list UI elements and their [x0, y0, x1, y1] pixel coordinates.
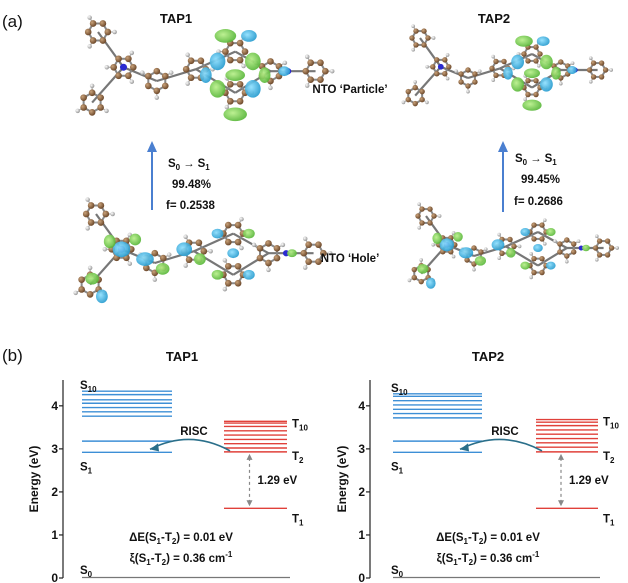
risc-arrowhead-icon — [460, 443, 469, 452]
tap2-arrowhead-icon — [498, 141, 508, 152]
y-tick-label: 0 — [51, 571, 58, 583]
t1-label: T1 — [603, 513, 615, 527]
y-tick-label: 2 — [358, 485, 365, 499]
gap-arrowhead-icon — [246, 453, 253, 460]
risc-label: RISC — [491, 426, 518, 438]
t1-label: T1 — [292, 513, 304, 527]
panel-a-title-tap1: TAP1 — [160, 11, 192, 26]
y-tick-label: 0 — [358, 571, 365, 583]
gap-arrowhead-icon — [558, 453, 564, 460]
y-tick-label: 4 — [358, 399, 365, 413]
tap2-transition-text: S0 → S1 — [515, 153, 557, 167]
nto-hole-label: NTO ‘Hole’ — [321, 253, 380, 265]
tap2-transition-percent: 99.45% — [521, 174, 560, 186]
panel-a-title-tap2: TAP2 — [478, 11, 510, 26]
t2-label: T2 — [603, 451, 615, 465]
y-tick-label: 1 — [51, 528, 58, 542]
tap1-particle-molecule-illustration — [75, 15, 335, 122]
tap1-hole-molecule-illustration — [73, 197, 333, 304]
s1-label: S1 — [80, 461, 93, 475]
gap-arrowhead-icon — [558, 500, 564, 507]
delta-e-annotation: ΔE(S1-T2) = 0.01 eV — [436, 532, 540, 546]
tap2-hole-molecule-illustration — [407, 202, 620, 289]
nto-particle-label: NTO ‘Particle’ — [312, 84, 387, 96]
t2-label: T2 — [292, 451, 304, 465]
y-tick-label: 4 — [51, 399, 58, 413]
y-tick-label: 3 — [358, 442, 365, 456]
tap1-energy-title: TAP1 — [166, 349, 198, 364]
tap2-energy-title: TAP2 — [472, 349, 504, 364]
tap1-oscillator-strength: f= 0.2538 — [166, 200, 216, 212]
s10-label: S10 — [80, 380, 97, 394]
s0-label: S0 — [391, 565, 404, 579]
risc-arrowhead-icon — [150, 443, 159, 452]
tap1-transition-percent: 99.48% — [172, 179, 211, 191]
tap1-transition-text: S0 → S1 — [168, 158, 210, 172]
t10-label: T10 — [603, 417, 619, 431]
delta-e-annotation: ΔE(S1-T2) = 0.01 eV — [129, 532, 233, 546]
tap2-particle-molecule-illustration — [401, 24, 614, 111]
tap1-arrowhead-icon — [147, 141, 157, 152]
panel-b-label: (b) — [2, 346, 23, 365]
risc-label: RISC — [180, 426, 207, 438]
s0-label: S0 — [80, 565, 93, 579]
y-axis-label: Energy (eV) — [335, 446, 349, 513]
soc-annotation: ξ(S1-T2) = 0.36 cm-1 — [437, 550, 540, 567]
gap-arrowhead-icon — [246, 500, 253, 507]
tap2-oscillator-strength: f= 0.2686 — [514, 196, 563, 208]
s1-label: S1 — [391, 461, 404, 475]
soc-annotation: ξ(S1-T2) = 0.36 cm-1 — [130, 550, 233, 567]
s10-label: S10 — [391, 383, 408, 397]
panel-a-label: (a) — [2, 12, 23, 31]
y-tick-label: 2 — [51, 485, 58, 499]
energy-gap-label: 1.29 eV — [258, 475, 298, 487]
y-tick-label: 1 — [358, 528, 365, 542]
t10-label: T10 — [292, 418, 308, 432]
energy-gap-label: 1.29 eV — [569, 475, 609, 487]
tap2-energy-diagram: TAP2 0 1 2 3 4 Energy (eV) S10 S1 T10 T2 T1 S0 RISC 1… — [335, 349, 619, 583]
y-tick-label: 3 — [51, 442, 58, 456]
y-axis-label: Energy (eV) — [27, 446, 41, 513]
tap1-energy-diagram: TAP1 0 1 2 3 4 Energy (eV) S10 S1 T10 T2 T1 S0 RISC 1… — [27, 349, 308, 583]
